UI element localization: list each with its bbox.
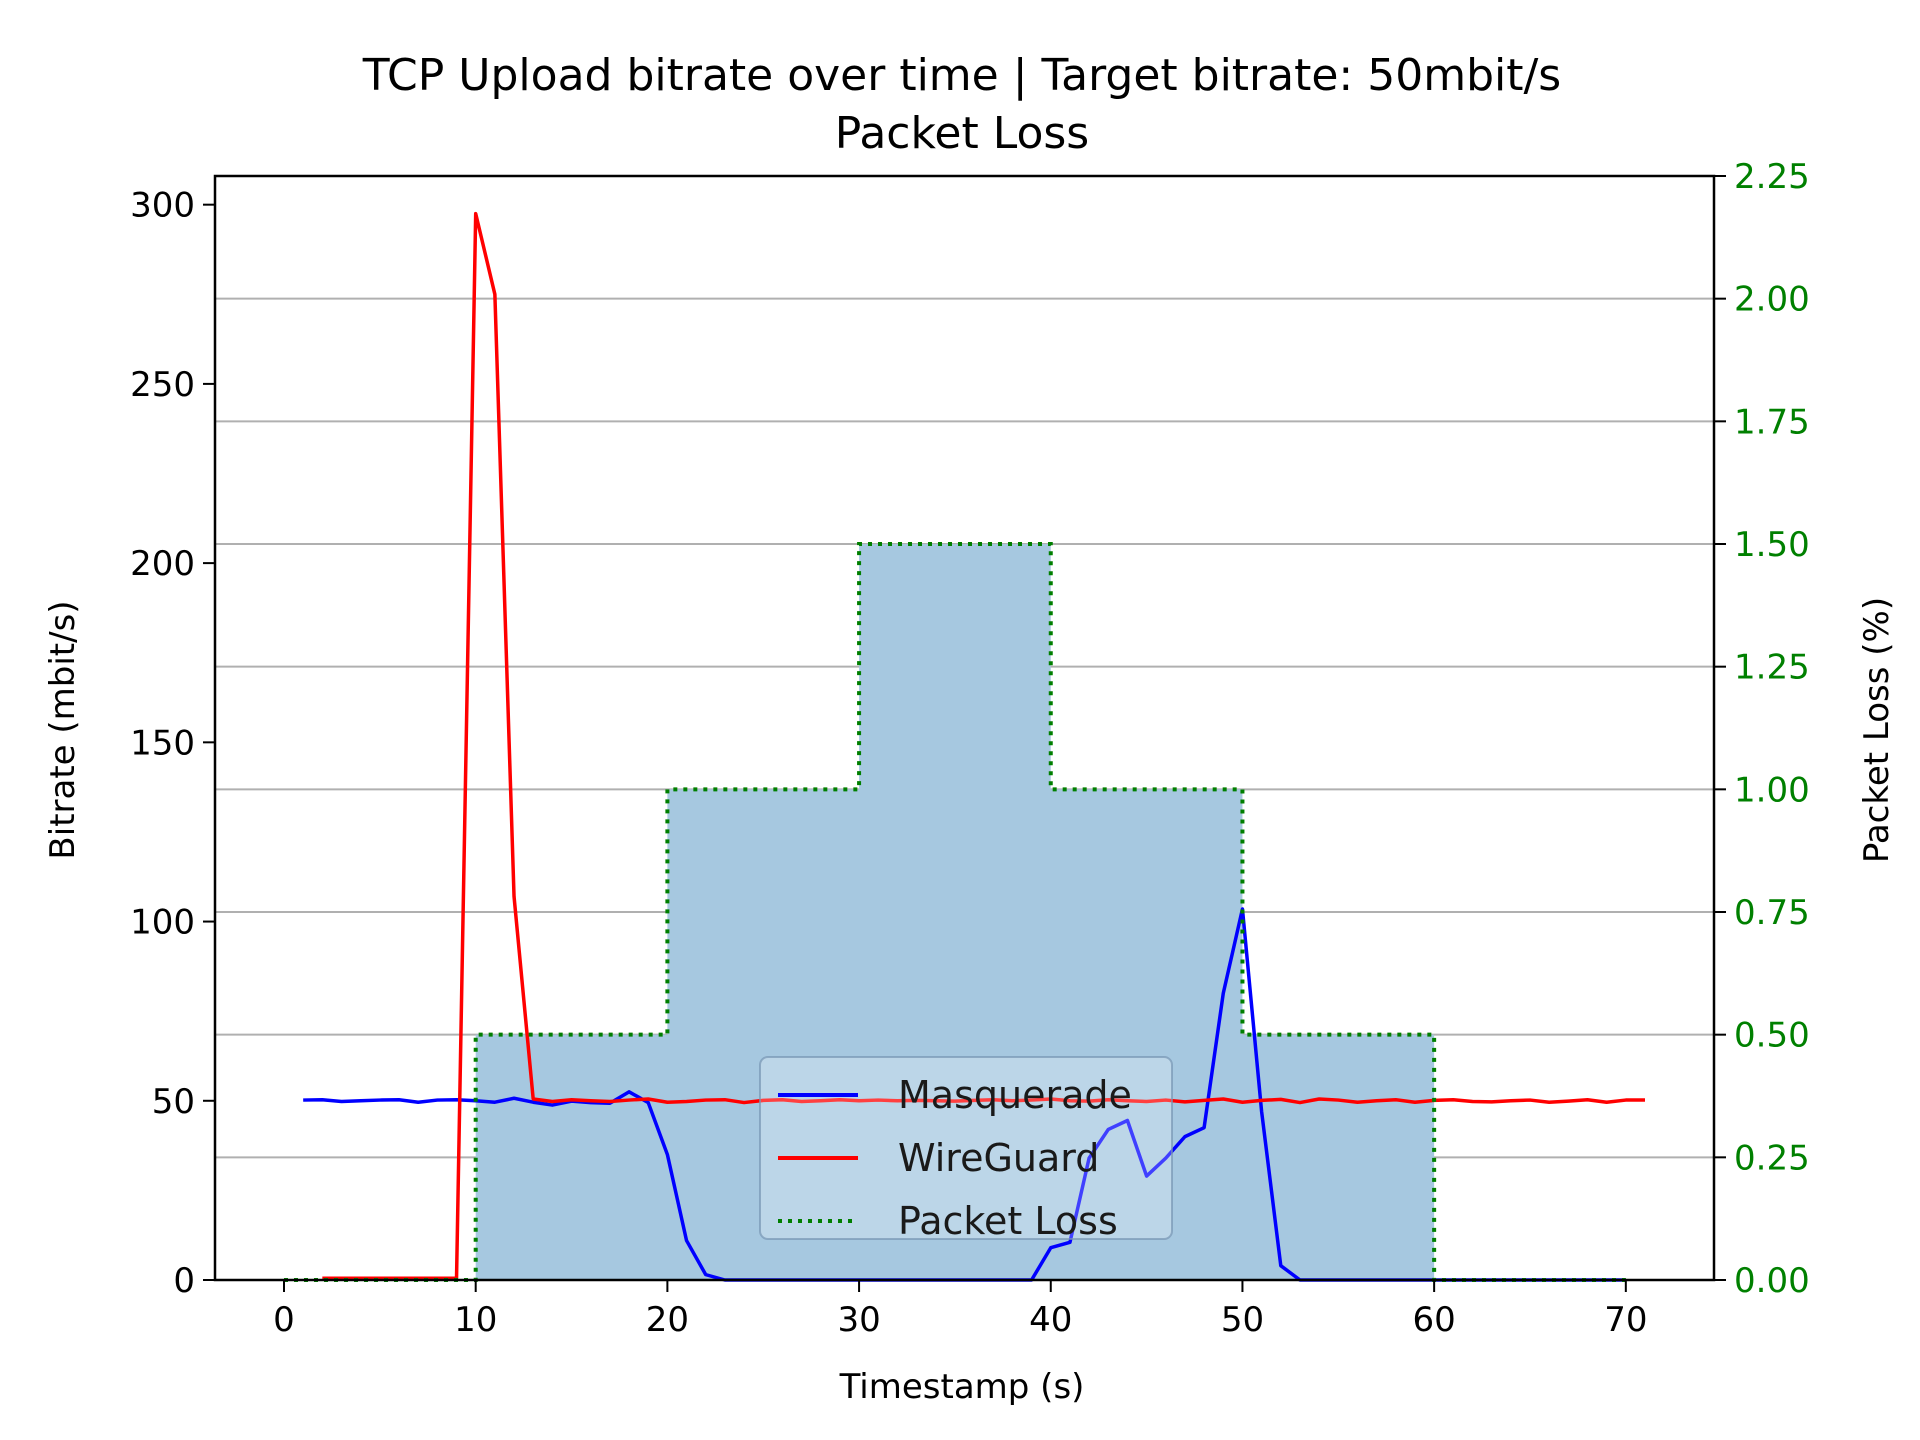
y2-tick-label: 0.75 xyxy=(1734,893,1810,933)
x-tick-label: 0 xyxy=(273,1300,295,1340)
y-tick-label: 150 xyxy=(130,723,195,763)
y2-tick-label: 1.75 xyxy=(1734,402,1810,442)
x-tick-label: 30 xyxy=(837,1300,880,1340)
y2-tick-label: 1.50 xyxy=(1734,525,1810,565)
y-tick-label: 50 xyxy=(152,1082,195,1122)
legend-label-packet-loss: Packet Loss xyxy=(898,1199,1118,1243)
x-tick-label: 20 xyxy=(646,1300,689,1340)
y-tick-label: 300 xyxy=(130,186,195,226)
x-tick-label: 70 xyxy=(1604,1300,1647,1340)
legend-label-masquerade: Masquerade xyxy=(898,1073,1132,1117)
chart-title: TCP Upload bitrate over time | Target bi… xyxy=(362,50,1561,101)
y2-tick-label: 2.25 xyxy=(1734,157,1810,197)
chart-subtitle: Packet Loss xyxy=(835,108,1089,159)
y2-tick-label: 1.25 xyxy=(1734,648,1810,688)
legend-frame xyxy=(759,1056,1173,1240)
x-tick-label: 60 xyxy=(1413,1300,1456,1340)
y-axis-label: Bitrate (mbit/s) xyxy=(43,600,83,859)
y2-tick-label: 0.00 xyxy=(1734,1261,1810,1301)
legend: Masquerade WireGuard Packet Loss xyxy=(759,1056,1173,1243)
plot-frame xyxy=(213,174,1716,1282)
y-tick-label: 0 xyxy=(173,1261,195,1301)
x-tick-label: 50 xyxy=(1221,1300,1264,1340)
y-tick-label: 100 xyxy=(130,903,195,943)
y2-axis-label: Packet Loss (%) xyxy=(1857,597,1897,863)
y2-tick-label: 0.25 xyxy=(1734,1138,1810,1178)
y2-tick-label: 1.00 xyxy=(1734,770,1810,810)
axes: 0 10 20 30 40 50 60 70 0 50 100 150 200 250 300 0.00 0.2… xyxy=(130,157,1810,1340)
series-line-wireguard xyxy=(322,211,1645,1280)
x-axis-label: Timestamp (s) xyxy=(839,1367,1085,1407)
x-tick-label: 40 xyxy=(1029,1300,1072,1340)
y-tick-label: 250 xyxy=(130,365,195,405)
x-tick-label: 10 xyxy=(454,1300,497,1340)
y2-tick-label: 2.00 xyxy=(1734,280,1810,320)
y2-tick-label: 0.50 xyxy=(1734,1016,1810,1056)
y-tick-label: 200 xyxy=(130,544,195,584)
legend-label-wireguard: WireGuard xyxy=(898,1136,1099,1180)
